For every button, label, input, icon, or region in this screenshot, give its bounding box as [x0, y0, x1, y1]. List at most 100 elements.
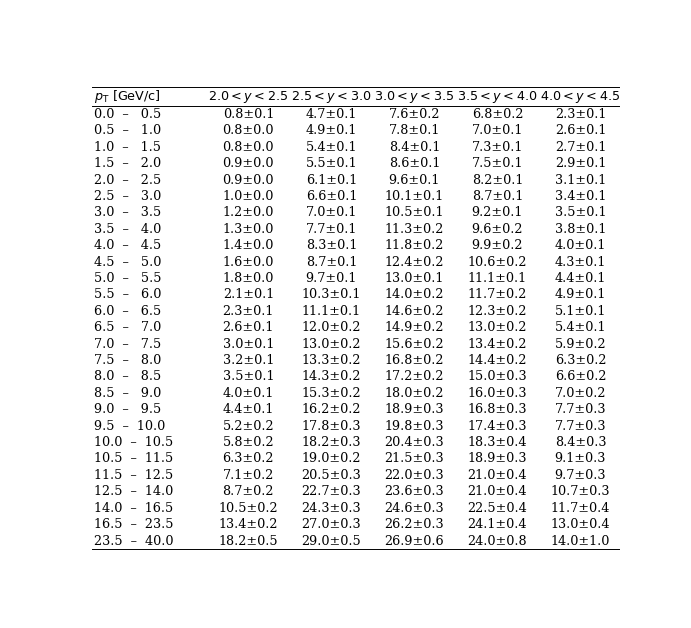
Text: 2.7±0.1: 2.7±0.1: [555, 141, 606, 154]
Text: 14.3±0.2: 14.3±0.2: [302, 371, 361, 384]
Text: 16.0±0.3: 16.0±0.3: [468, 387, 527, 400]
Text: 11.5  –  12.5: 11.5 – 12.5: [94, 469, 173, 482]
Text: 4.4±0.1: 4.4±0.1: [223, 403, 274, 416]
Text: 18.9±0.3: 18.9±0.3: [468, 453, 527, 465]
Text: 10.0  –  10.5: 10.0 – 10.5: [94, 436, 173, 449]
Text: 8.7±0.1: 8.7±0.1: [472, 190, 523, 203]
Text: 17.8±0.3: 17.8±0.3: [302, 420, 361, 433]
Text: 18.9±0.3: 18.9±0.3: [385, 403, 444, 416]
Text: 16.8±0.2: 16.8±0.2: [385, 354, 444, 367]
Text: 14.6±0.2: 14.6±0.2: [385, 305, 444, 318]
Text: 9.1±0.3: 9.1±0.3: [555, 453, 606, 465]
Text: 6.6±0.1: 6.6±0.1: [305, 190, 357, 203]
Text: 1.5  –   2.0: 1.5 – 2.0: [94, 157, 161, 170]
Text: 3.8±0.1: 3.8±0.1: [555, 223, 606, 236]
Text: 2.9±0.1: 2.9±0.1: [555, 157, 606, 170]
Text: 24.0±0.8: 24.0±0.8: [468, 534, 527, 548]
Text: 3.5±0.1: 3.5±0.1: [555, 207, 606, 219]
Text: 11.7±0.4: 11.7±0.4: [551, 502, 610, 515]
Text: 7.5±0.1: 7.5±0.1: [472, 157, 523, 170]
Text: 8.4±0.1: 8.4±0.1: [389, 141, 440, 154]
Text: 4.0±0.1: 4.0±0.1: [223, 387, 274, 400]
Text: 15.6±0.2: 15.6±0.2: [385, 338, 444, 350]
Text: 4.9±0.1: 4.9±0.1: [305, 124, 357, 138]
Text: 2.3±0.1: 2.3±0.1: [223, 305, 274, 318]
Text: 3.2±0.1: 3.2±0.1: [223, 354, 274, 367]
Text: 16.5  –  23.5: 16.5 – 23.5: [94, 518, 173, 531]
Text: 13.4±0.2: 13.4±0.2: [218, 518, 278, 531]
Text: 6.3±0.2: 6.3±0.2: [555, 354, 606, 367]
Text: 8.7±0.1: 8.7±0.1: [305, 256, 357, 269]
Text: 17.4±0.3: 17.4±0.3: [468, 420, 527, 433]
Text: 11.1±0.1: 11.1±0.1: [302, 305, 361, 318]
Text: 12.4±0.2: 12.4±0.2: [385, 256, 444, 269]
Text: 10.7±0.3: 10.7±0.3: [551, 485, 610, 498]
Text: 4.9±0.1: 4.9±0.1: [555, 288, 606, 301]
Text: 1.0  –   1.5: 1.0 – 1.5: [94, 141, 161, 154]
Text: 5.2±0.2: 5.2±0.2: [223, 420, 274, 433]
Text: 8.3±0.1: 8.3±0.1: [305, 239, 357, 252]
Text: 9.5  –  10.0: 9.5 – 10.0: [94, 420, 165, 433]
Text: 11.7±0.2: 11.7±0.2: [468, 288, 527, 301]
Text: 1.4±0.0: 1.4±0.0: [223, 239, 274, 252]
Text: 18.0±0.2: 18.0±0.2: [385, 387, 444, 400]
Text: 8.0  –   8.5: 8.0 – 8.5: [94, 371, 161, 384]
Text: 9.7±0.3: 9.7±0.3: [555, 469, 606, 482]
Text: $4.0 < y < 4.5$: $4.0 < y < 4.5$: [540, 89, 621, 105]
Text: 13.0±0.2: 13.0±0.2: [468, 322, 527, 334]
Text: 19.8±0.3: 19.8±0.3: [385, 420, 444, 433]
Text: 0.8±0.0: 0.8±0.0: [223, 141, 274, 154]
Text: 14.9±0.2: 14.9±0.2: [385, 322, 444, 334]
Text: 22.7±0.3: 22.7±0.3: [301, 485, 361, 498]
Text: 9.9±0.2: 9.9±0.2: [472, 239, 523, 252]
Text: 17.2±0.2: 17.2±0.2: [385, 371, 444, 384]
Text: 5.8±0.2: 5.8±0.2: [223, 436, 274, 449]
Text: 10.5±0.2: 10.5±0.2: [218, 502, 278, 515]
Text: 16.8±0.3: 16.8±0.3: [468, 403, 527, 416]
Text: 18.2±0.3: 18.2±0.3: [302, 436, 361, 449]
Text: 26.9±0.6: 26.9±0.6: [385, 534, 444, 548]
Text: 0.9±0.0: 0.9±0.0: [223, 157, 274, 170]
Text: 2.3±0.1: 2.3±0.1: [555, 108, 606, 121]
Text: 6.1±0.1: 6.1±0.1: [305, 173, 357, 187]
Text: $3.5 < y < 4.0$: $3.5 < y < 4.0$: [457, 89, 538, 105]
Text: 7.8±0.1: 7.8±0.1: [389, 124, 440, 138]
Text: 7.0±0.1: 7.0±0.1: [472, 124, 523, 138]
Text: 6.0  –   6.5: 6.0 – 6.5: [94, 305, 161, 318]
Text: 9.0  –   9.5: 9.0 – 9.5: [94, 403, 161, 416]
Text: 8.4±0.3: 8.4±0.3: [555, 436, 606, 449]
Text: 0.8±0.0: 0.8±0.0: [223, 124, 274, 138]
Text: 7.1±0.2: 7.1±0.2: [223, 469, 274, 482]
Text: 2.0  –   2.5: 2.0 – 2.5: [94, 173, 161, 187]
Text: $2.5 < y < 3.0$: $2.5 < y < 3.0$: [291, 89, 372, 105]
Text: 4.7±0.1: 4.7±0.1: [305, 108, 357, 121]
Text: 13.4±0.2: 13.4±0.2: [468, 338, 527, 350]
Text: 5.5  –   6.0: 5.5 – 6.0: [94, 288, 161, 301]
Text: 5.9±0.2: 5.9±0.2: [555, 338, 606, 350]
Text: 12.0±0.2: 12.0±0.2: [302, 322, 361, 334]
Text: 10.5±0.1: 10.5±0.1: [385, 207, 444, 219]
Text: 24.3±0.3: 24.3±0.3: [301, 502, 361, 515]
Text: 13.0±0.4: 13.0±0.4: [551, 518, 610, 531]
Text: 15.0±0.3: 15.0±0.3: [468, 371, 527, 384]
Text: 11.8±0.2: 11.8±0.2: [385, 239, 444, 252]
Text: 9.6±0.1: 9.6±0.1: [389, 173, 440, 187]
Text: 9.6±0.2: 9.6±0.2: [472, 223, 523, 236]
Text: 7.7±0.1: 7.7±0.1: [305, 223, 357, 236]
Text: 7.7±0.3: 7.7±0.3: [555, 403, 606, 416]
Text: 9.2±0.1: 9.2±0.1: [472, 207, 523, 219]
Text: 11.1±0.1: 11.1±0.1: [468, 272, 527, 285]
Text: 0.9±0.0: 0.9±0.0: [223, 173, 274, 187]
Text: 7.3±0.1: 7.3±0.1: [472, 141, 523, 154]
Text: 3.4±0.1: 3.4±0.1: [555, 190, 606, 203]
Text: 21.0±0.4: 21.0±0.4: [468, 485, 527, 498]
Text: 26.2±0.3: 26.2±0.3: [385, 518, 444, 531]
Text: 1.3±0.0: 1.3±0.0: [223, 223, 274, 236]
Text: 13.0±0.1: 13.0±0.1: [385, 272, 444, 285]
Text: 12.3±0.2: 12.3±0.2: [468, 305, 527, 318]
Text: 6.6±0.2: 6.6±0.2: [555, 371, 606, 384]
Text: 16.2±0.2: 16.2±0.2: [302, 403, 361, 416]
Text: 4.0  –   4.5: 4.0 – 4.5: [94, 239, 161, 252]
Text: 29.0±0.5: 29.0±0.5: [301, 534, 361, 548]
Text: 3.5±0.1: 3.5±0.1: [223, 371, 274, 384]
